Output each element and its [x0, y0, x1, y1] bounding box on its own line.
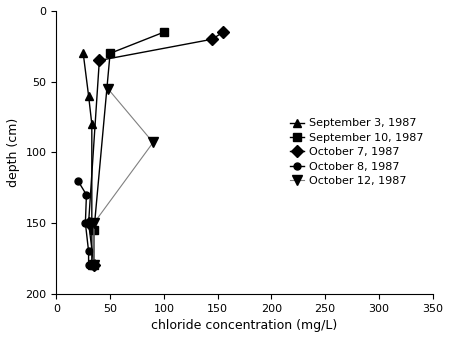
October 8, 1987: [86, 249, 91, 253]
October 8, 1987: [84, 193, 89, 197]
Legend: September 3, 1987, September 10, 1987, October 7, 1987, October 8, 1987, October: September 3, 1987, September 10, 1987, O…: [287, 115, 427, 190]
October 7, 1987: [86, 221, 91, 225]
September 3, 1987: [89, 122, 94, 126]
September 3, 1987: [89, 263, 94, 267]
Line: September 3, 1987: September 3, 1987: [79, 49, 96, 270]
October 7, 1987: [220, 30, 225, 34]
October 12, 1987: [91, 221, 97, 225]
X-axis label: chloride concentration (mg/L): chloride concentration (mg/L): [151, 319, 338, 332]
October 7, 1987: [210, 37, 215, 41]
October 12, 1987: [91, 263, 97, 267]
October 7, 1987: [97, 58, 102, 62]
September 10, 1987: [161, 30, 166, 34]
September 3, 1987: [81, 51, 86, 55]
October 7, 1987: [91, 263, 97, 267]
October 8, 1987: [75, 179, 81, 183]
Line: October 12, 1987: October 12, 1987: [89, 84, 158, 271]
Line: September 10, 1987: September 10, 1987: [90, 28, 168, 270]
Line: October 7, 1987: October 7, 1987: [85, 28, 227, 270]
September 10, 1987: [91, 263, 97, 267]
Line: October 8, 1987: October 8, 1987: [74, 177, 92, 269]
October 8, 1987: [83, 221, 88, 225]
October 8, 1987: [86, 263, 91, 267]
October 12, 1987: [105, 87, 111, 91]
September 3, 1987: [86, 94, 91, 98]
September 10, 1987: [91, 228, 97, 232]
Y-axis label: depth (cm): depth (cm): [7, 118, 20, 187]
October 12, 1987: [150, 140, 156, 144]
September 10, 1987: [108, 51, 113, 55]
